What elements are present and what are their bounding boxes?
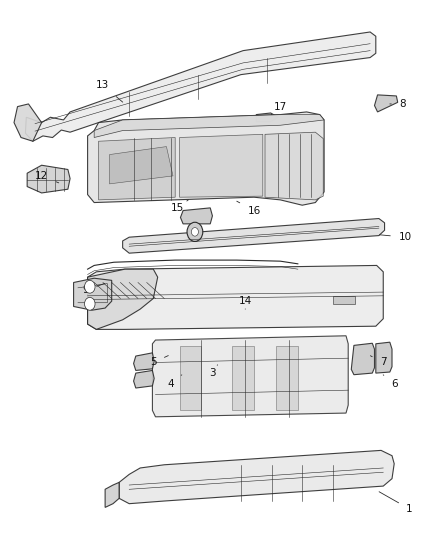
Text: 9: 9: [82, 284, 105, 295]
Circle shape: [187, 222, 203, 241]
Circle shape: [191, 228, 198, 236]
Text: 17: 17: [272, 102, 287, 115]
Polygon shape: [88, 269, 158, 329]
Polygon shape: [119, 450, 394, 504]
Polygon shape: [88, 112, 324, 205]
Polygon shape: [180, 208, 212, 224]
Polygon shape: [180, 134, 263, 197]
Polygon shape: [88, 265, 383, 329]
Polygon shape: [25, 32, 376, 141]
Text: 16: 16: [237, 201, 261, 215]
Polygon shape: [351, 343, 374, 375]
Polygon shape: [27, 165, 70, 193]
Polygon shape: [99, 138, 175, 200]
Polygon shape: [374, 95, 398, 112]
Polygon shape: [134, 353, 154, 370]
Text: 6: 6: [383, 375, 398, 389]
Polygon shape: [376, 342, 392, 373]
Text: 14: 14: [239, 296, 252, 309]
Polygon shape: [152, 336, 348, 417]
Polygon shape: [110, 147, 173, 184]
Text: 5: 5: [150, 356, 168, 367]
Text: 7: 7: [371, 356, 387, 367]
Text: 3: 3: [209, 365, 218, 378]
Polygon shape: [14, 104, 42, 141]
Polygon shape: [123, 219, 385, 253]
Polygon shape: [105, 482, 119, 507]
Polygon shape: [256, 113, 278, 122]
Text: 8: 8: [390, 99, 406, 109]
Circle shape: [85, 297, 95, 310]
Polygon shape: [134, 370, 154, 388]
Text: 13: 13: [96, 80, 123, 102]
Polygon shape: [74, 278, 112, 310]
Circle shape: [85, 280, 95, 293]
Polygon shape: [180, 346, 201, 410]
Text: 4: 4: [167, 375, 182, 389]
Text: 10: 10: [379, 232, 412, 242]
Polygon shape: [232, 346, 254, 410]
Polygon shape: [265, 132, 323, 200]
Polygon shape: [333, 296, 355, 304]
Text: 12: 12: [35, 171, 59, 183]
Text: 15: 15: [171, 200, 188, 213]
Text: 1: 1: [379, 492, 413, 514]
Polygon shape: [94, 115, 324, 138]
Polygon shape: [276, 346, 298, 410]
